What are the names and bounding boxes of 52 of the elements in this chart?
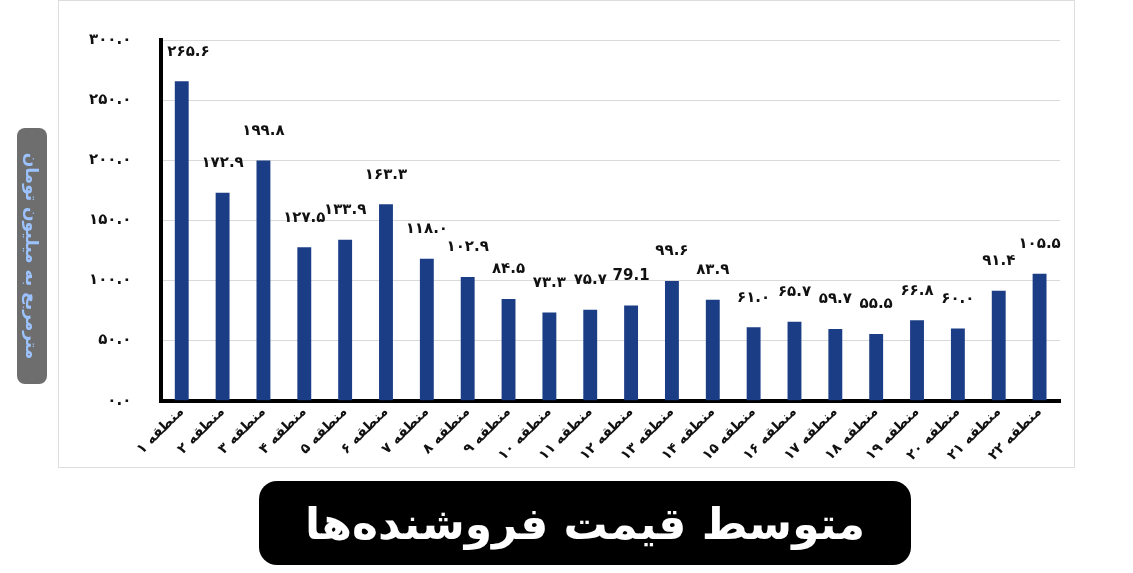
bar [746,327,761,401]
data-label: ۸۳.۹ [696,260,730,279]
data-label: ۹۹.۶ [655,241,689,260]
y-tick-label: ۱۰۰.۰ [88,270,132,289]
bar [174,81,189,401]
data-label: ۱۲۷.۵ [283,207,326,226]
data-label: ۶۶.۸ [900,280,934,299]
data-label: ۹۱.۴ [982,251,1016,270]
bar [624,305,639,401]
data-label: ۷۳.۳ [532,272,566,291]
bar [419,258,434,401]
y-tick-label: ۵۰.۰ [98,330,132,349]
data-label: 79.1 [612,265,650,284]
data-label: ۱۹۹.۸ [242,120,285,139]
data-label: ۶۱.۰ [737,287,771,306]
bar [705,299,720,401]
data-label: ۷۵.۷ [573,270,607,289]
data-label: ۱۱۸.۰ [405,219,448,238]
bar [991,290,1006,401]
bar [460,276,475,401]
y-tick-label: ۱۵۰.۰ [88,210,132,229]
bar [664,280,679,401]
bar [338,239,353,401]
bar [256,160,271,401]
bar [910,320,924,401]
data-label: ۱۷۲.۹ [201,153,244,172]
bar [297,247,312,401]
bar [379,204,393,401]
y-tick-label: ۲۰۰.۰ [88,150,132,169]
y-tick-label: ۳۰۰.۰ [88,29,132,48]
bar [215,192,230,401]
data-label: ۲۶۵.۶ [167,41,210,60]
data-label: ۱۰۵.۵ [1018,234,1061,253]
data-label: ۱۰۲.۹ [446,237,489,256]
data-label: ۶۰.۰ [941,288,975,307]
bar [583,309,598,401]
bar [542,312,557,401]
y-tick-label: ۰.۰ [107,390,132,409]
data-label: ۵۵.۵ [859,294,893,313]
bar [950,328,965,401]
bar [787,321,802,401]
data-label: ۵۹.۷ [818,289,852,308]
bar [828,328,843,401]
text: متوسط قیمت فروشنده‌ها [259,481,911,565]
y-axis-title: مترمربع به میلیون تومان [22,152,42,360]
data-label: ۶۵.۷ [777,282,812,301]
y-tick-label: ۲۵۰.۰ [88,90,132,108]
bar [1032,273,1047,401]
bar [501,299,516,401]
bar [869,333,884,401]
data-label: ۱۶۳.۳ [364,164,408,183]
data-label: ۸۴.۵ [491,259,526,278]
